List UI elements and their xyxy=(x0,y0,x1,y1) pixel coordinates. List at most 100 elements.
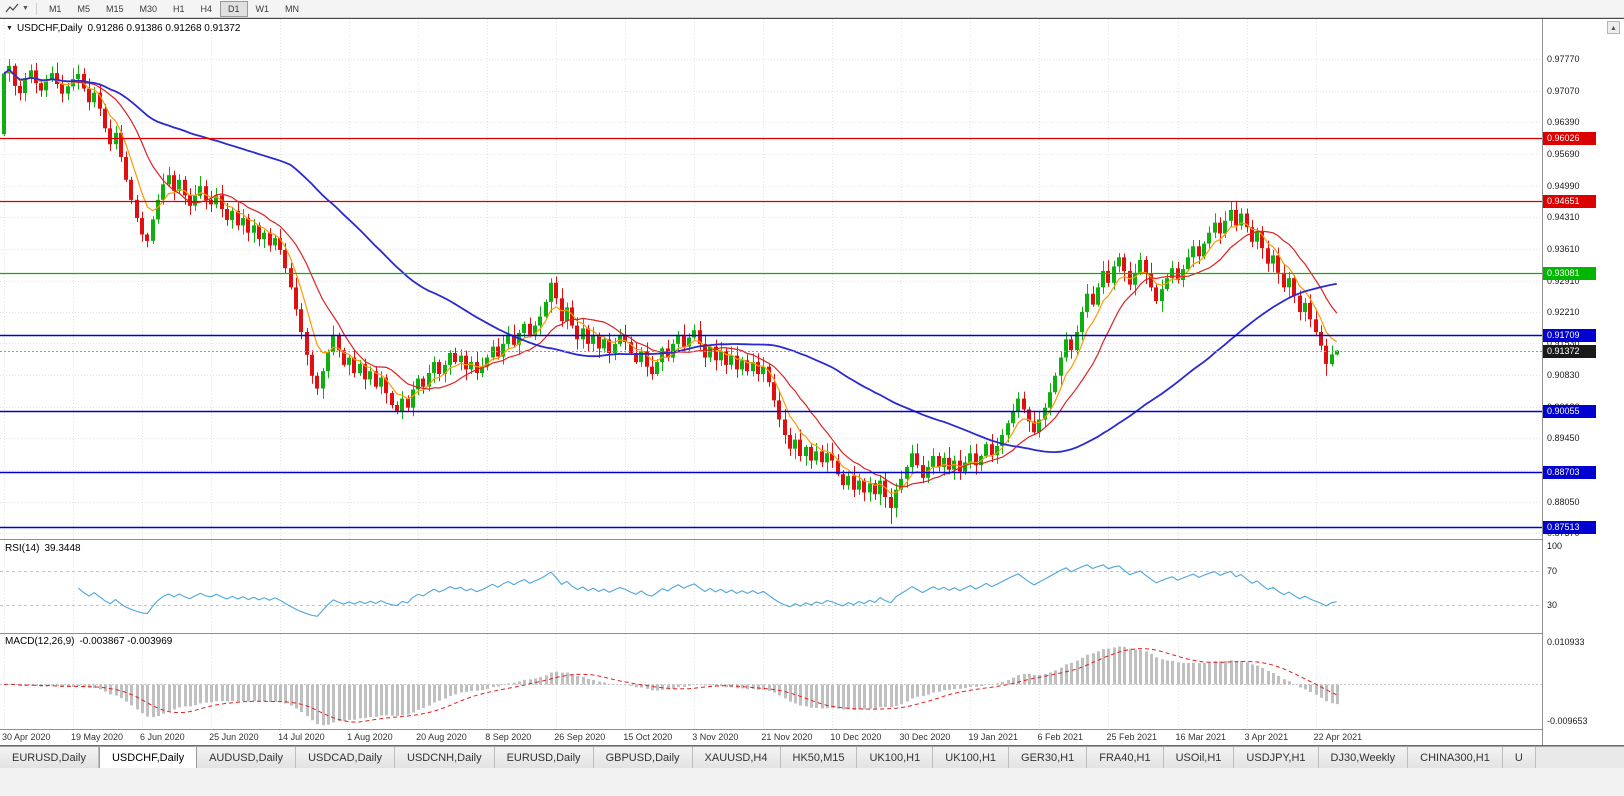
candle-body xyxy=(607,339,611,353)
price-axis-label: 0.97070 xyxy=(1547,85,1580,96)
candle-body xyxy=(342,350,346,365)
candle-body xyxy=(34,70,38,84)
candle-body xyxy=(915,453,919,466)
candle-body xyxy=(883,480,887,497)
candle-body xyxy=(1000,435,1004,446)
price-axis-label: 0.97770 xyxy=(1547,54,1580,64)
date-label: 19 May 2020 xyxy=(71,732,124,742)
candle-body xyxy=(931,456,935,467)
chart-tab-uk100-h1[interactable]: UK100,H1 xyxy=(857,747,934,769)
time-axis[interactable]: 30 Apr 2020 19 May 2020 6 Jun 2020 25 Jun 2… xyxy=(0,730,1542,745)
candle-body xyxy=(432,362,436,373)
candle-body xyxy=(868,483,872,493)
price-chart[interactable] xyxy=(0,19,1542,539)
candle-body xyxy=(1085,293,1089,312)
candle-body xyxy=(820,451,824,463)
candle-body xyxy=(1260,231,1264,249)
candle-body xyxy=(528,323,532,335)
date-label: 3 Apr 2021 xyxy=(1244,732,1289,742)
candle-body xyxy=(597,334,601,349)
candle-body xyxy=(692,330,696,338)
candle-body xyxy=(363,363,367,380)
candle-body xyxy=(533,325,537,335)
price-axis-label: 0.89450 xyxy=(1547,433,1580,444)
timeframe-button-w1[interactable]: W1 xyxy=(255,3,270,14)
timeframe-toolbar: ▼ M1 M5 M15 M30 H1 H4 D1 W1 MN xyxy=(0,0,1624,18)
timeframe-buttons: M1 M5 M15 M30 H1 H4 D1 W1 MN xyxy=(41,0,307,17)
candle-body xyxy=(326,352,330,372)
chart-tab-u[interactable]: U xyxy=(1502,747,1536,769)
chart-tab-fra40-h1[interactable]: FRA40,H1 xyxy=(1087,747,1164,769)
chart-dropdown-caret[interactable]: ▼ xyxy=(22,5,29,12)
chart-tab-dj30-weekly[interactable]: DJ30,Weekly xyxy=(1318,747,1409,769)
timeframe-button-m1[interactable]: M1 xyxy=(48,3,62,14)
timeframe-button-mn[interactable]: MN xyxy=(285,3,300,14)
chart-tab-ger30-h1[interactable]: GER30,H1 xyxy=(1009,747,1088,769)
date-label: 30 Apr 2020 xyxy=(2,732,51,742)
macd-panel-splitter[interactable] xyxy=(0,633,1622,634)
candle-body xyxy=(1191,246,1195,258)
chart-tab-audusd-daily[interactable]: AUDUSD,Daily xyxy=(197,747,297,769)
chart-tab-usoil-h1[interactable]: USOil,H1 xyxy=(1163,747,1235,769)
candle-body xyxy=(1181,269,1185,280)
chart-tab-eurusd-daily[interactable]: EURUSD,Daily xyxy=(0,747,99,769)
candle-body xyxy=(214,195,218,205)
candle-body xyxy=(761,366,765,374)
candle-body xyxy=(129,179,133,200)
candle-body xyxy=(671,343,675,358)
candle-body xyxy=(719,351,723,361)
candle-body xyxy=(862,480,866,493)
rsi-panel[interactable] xyxy=(0,540,1542,633)
timeframe-button-h4[interactable]: H4 xyxy=(200,3,213,14)
candle-body xyxy=(1160,289,1164,302)
chart-tab-usdcnh-daily[interactable]: USDCNH,Daily xyxy=(395,747,495,769)
candle-body xyxy=(942,457,946,467)
timeframe-button-d1[interactable]: D1 xyxy=(220,0,248,17)
timeframe-button-m30[interactable]: M30 xyxy=(139,3,157,14)
hline-price-badge: 0.90055 xyxy=(1543,404,1596,418)
chart-tab-usdcad-daily[interactable]: USDCAD,Daily xyxy=(296,747,396,769)
candle-body xyxy=(1032,421,1036,433)
chart-tab-eurusd-daily[interactable]: EURUSD,Daily xyxy=(494,747,594,769)
candle-body xyxy=(1223,220,1227,234)
candle-body xyxy=(1287,278,1291,288)
candle-body xyxy=(708,346,712,358)
chart-tab-usdjpy-h1[interactable]: USDJPY,H1 xyxy=(1234,747,1319,769)
chart-tab-hk50-m15[interactable]: HK50,M15 xyxy=(780,747,858,769)
candle-body xyxy=(257,225,261,240)
candle-body xyxy=(1239,213,1243,226)
macd-panel[interactable] xyxy=(0,634,1542,729)
candle-body xyxy=(889,497,893,508)
candle-body xyxy=(1133,272,1137,285)
candle-body xyxy=(740,360,744,370)
candle-body xyxy=(1213,222,1217,233)
candle-body xyxy=(427,373,431,387)
timeframe-button-m15[interactable]: M15 xyxy=(105,3,124,14)
candle-body xyxy=(1149,273,1153,288)
chart-tab-uk100-h1[interactable]: UK100,H1 xyxy=(933,747,1010,769)
rsi-panel-splitter[interactable] xyxy=(0,539,1622,540)
candle-body xyxy=(1335,350,1339,355)
chart-tab-usdchf-daily[interactable]: USDCHF,Daily xyxy=(98,747,198,769)
date-label: 6 Jun 2020 xyxy=(140,732,185,742)
chart-tab-gbpusd-daily[interactable]: GBPUSD,Daily xyxy=(593,747,693,769)
chart-type-icon[interactable] xyxy=(3,2,21,15)
candle-body xyxy=(793,439,797,449)
scroll-up-button[interactable]: ▲ xyxy=(1607,21,1620,34)
candle-body xyxy=(830,453,834,461)
candle-body xyxy=(1122,257,1126,271)
chart-tab-xauusd-h4[interactable]: XAUUSD,H4 xyxy=(692,747,781,769)
candle-body xyxy=(230,210,234,220)
chart-tab-china300-h1[interactable]: CHINA300,H1 xyxy=(1408,747,1503,769)
timeframe-button-h1[interactable]: H1 xyxy=(173,3,185,14)
candle-body xyxy=(1255,231,1259,242)
candle-body xyxy=(204,186,208,200)
timeframe-button-m5[interactable]: M5 xyxy=(77,3,90,14)
collapse-icon[interactable]: ▼ xyxy=(6,25,13,32)
candle-body xyxy=(262,232,266,240)
price-axis[interactable]: ▲ 0.97770 0.97070 0.96390 0.95690 0.94990 0.9… xyxy=(1542,19,1623,745)
candle-body xyxy=(1138,260,1142,273)
candle-body xyxy=(50,73,54,80)
candle-body xyxy=(283,250,287,269)
